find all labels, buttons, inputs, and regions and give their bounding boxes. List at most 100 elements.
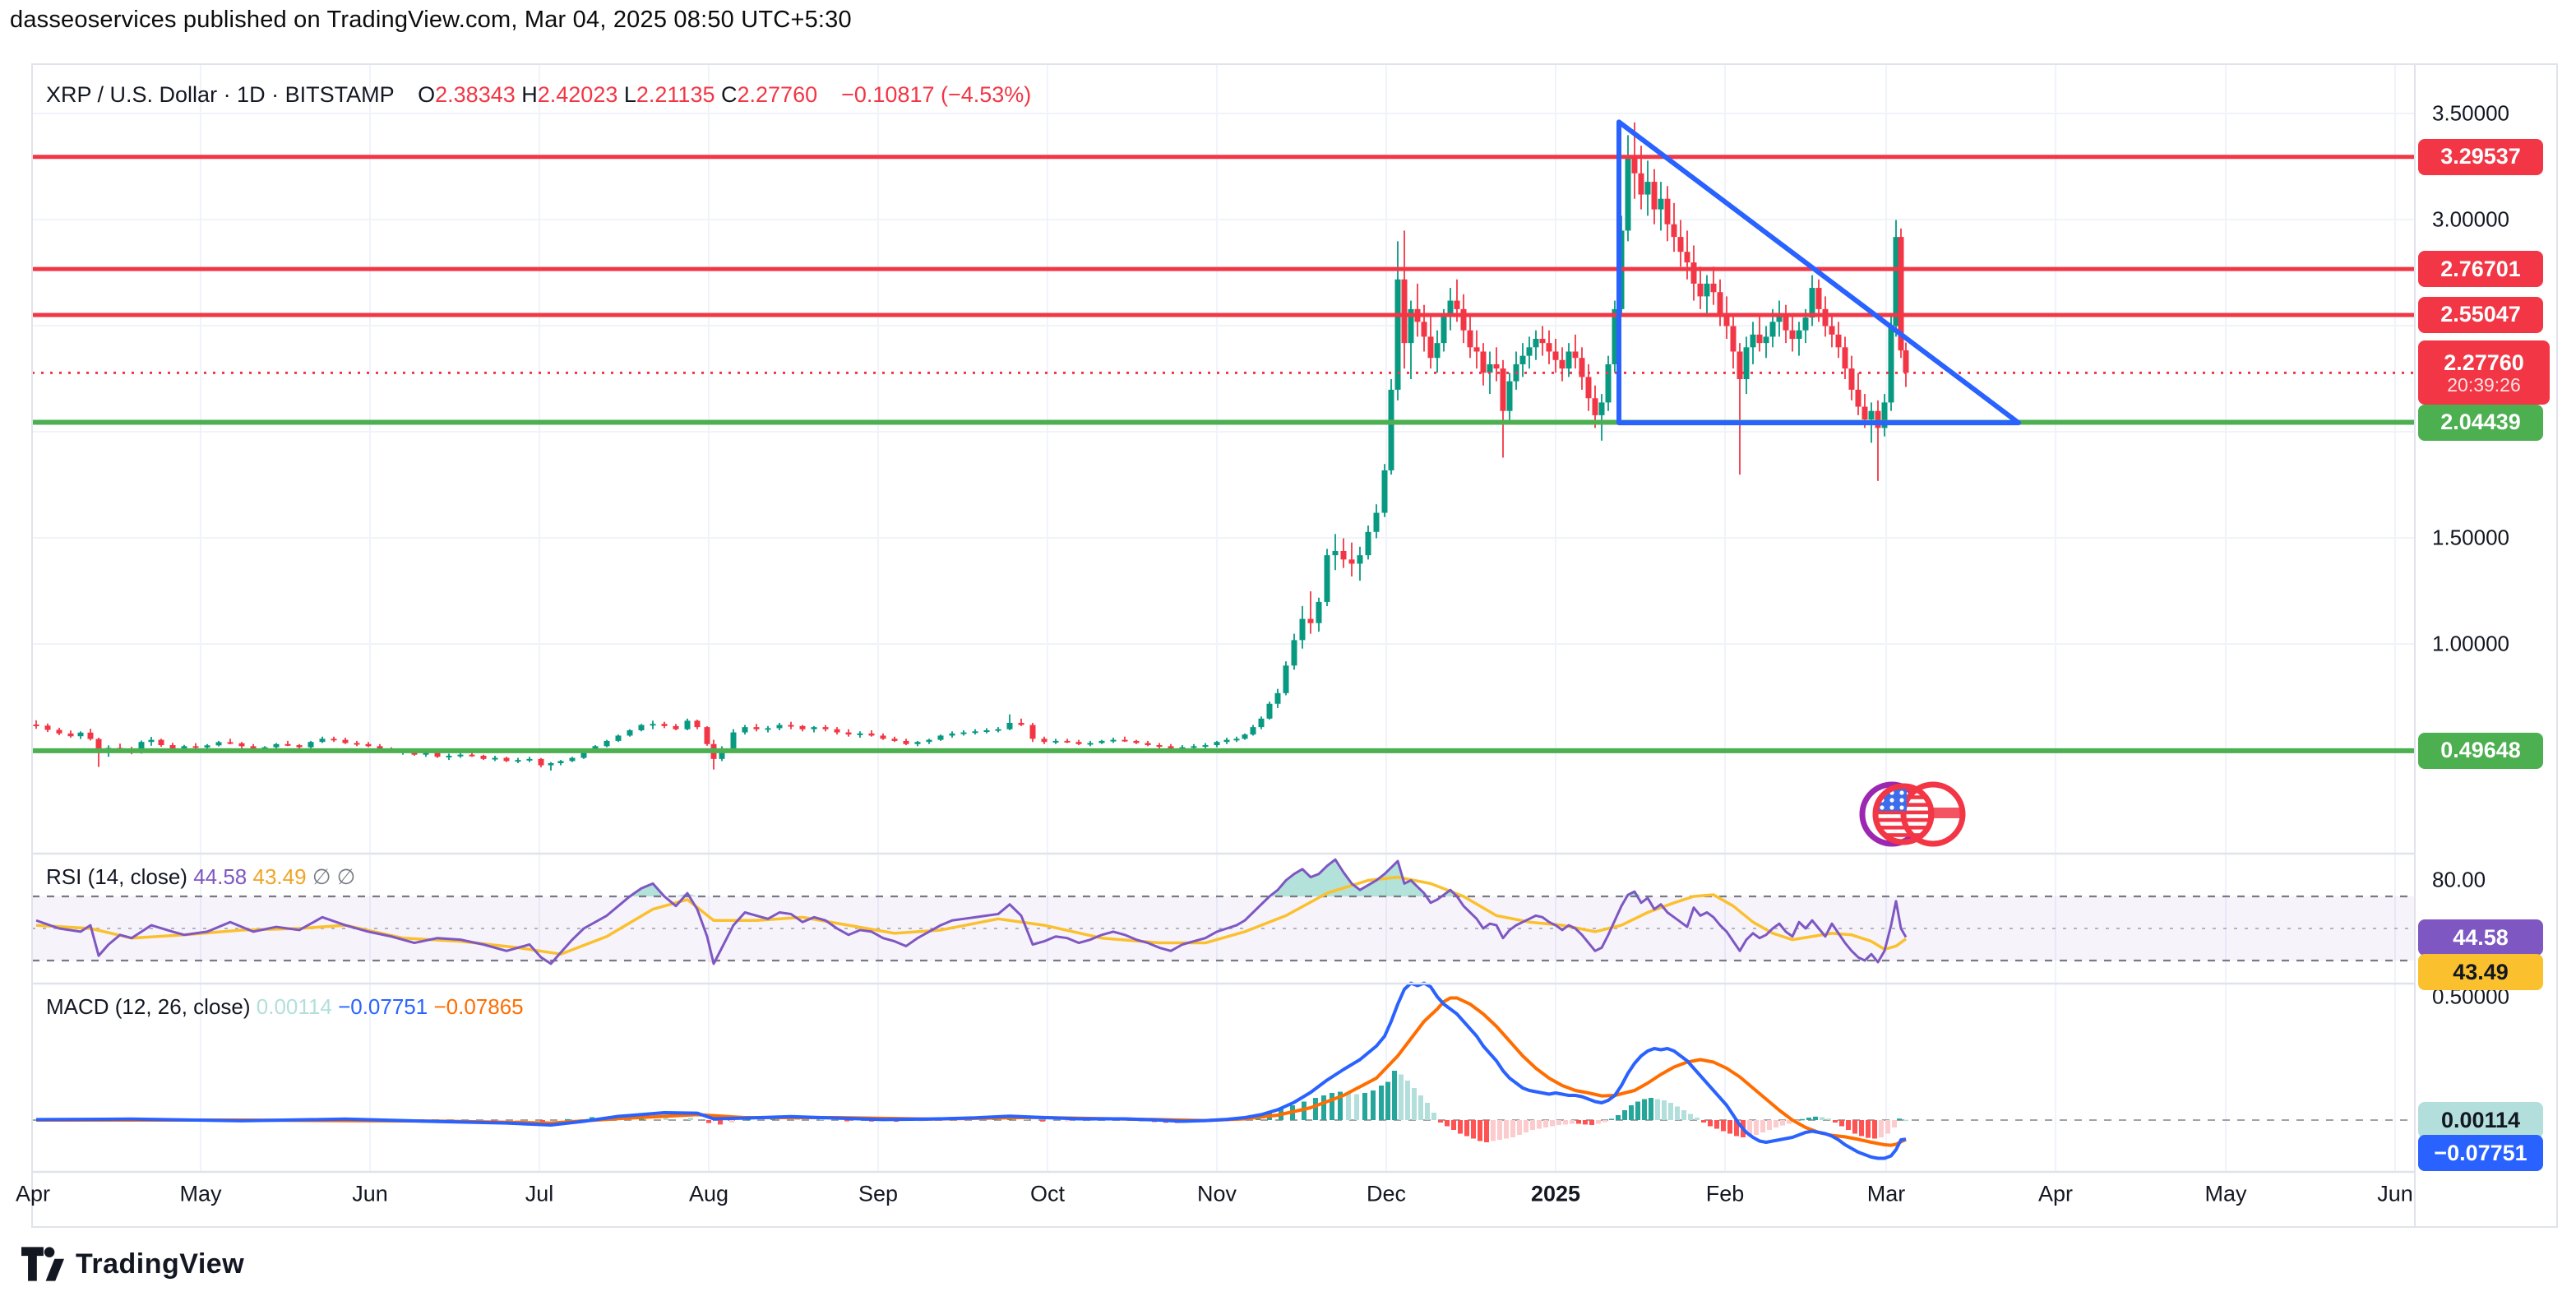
- candle-body: [1572, 351, 1579, 359]
- macd-histogram-bar: [1872, 1120, 1877, 1139]
- candle-body: [1242, 734, 1248, 739]
- candle-body: [250, 746, 257, 748]
- candle-body: [1769, 322, 1776, 337]
- candle-body: [33, 725, 39, 727]
- macd-histogram-bar: [1313, 1098, 1318, 1120]
- candle-body: [891, 738, 898, 741]
- candle-body: [1684, 252, 1690, 263]
- candle-body: [960, 732, 967, 734]
- macd-histogram-bar: [1714, 1120, 1719, 1129]
- macd-histogram-bar: [1885, 1120, 1890, 1134]
- candle-body: [181, 746, 187, 748]
- candle-body: [261, 747, 268, 749]
- macd-histogram-bar: [1774, 1120, 1778, 1127]
- macd-histogram-bar: [1859, 1120, 1864, 1137]
- macd-histogram-bar: [1629, 1105, 1634, 1120]
- us-flag-badge-icon: [1859, 781, 1966, 847]
- candle-body: [1704, 283, 1710, 297]
- candle-body: [1756, 334, 1763, 344]
- candle-body: [1506, 381, 1513, 411]
- macd-histogram-bar: [1431, 1113, 1436, 1120]
- candle-body: [557, 761, 564, 763]
- macd-histogram-bar: [1354, 1094, 1359, 1120]
- macd-histogram-bar: [1412, 1088, 1417, 1120]
- candle-body: [377, 746, 383, 750]
- macd-histogram: [47, 1071, 1908, 1142]
- candle-body: [1855, 389, 1861, 407]
- candle-body: [77, 732, 84, 737]
- macd-histogram-bar: [1760, 1120, 1765, 1132]
- candle-body: [1763, 336, 1769, 344]
- candle-body: [857, 733, 863, 735]
- candle-body: [1052, 740, 1059, 743]
- chart-frame: [31, 63, 2558, 1228]
- candle-body: [515, 760, 521, 762]
- candle-body: [627, 730, 633, 736]
- macd-histogram-bar: [1879, 1120, 1884, 1137]
- macd-histogram-bar: [820, 1118, 825, 1121]
- candle-body: [215, 742, 222, 746]
- candle-body: [776, 725, 783, 729]
- candle-body: [1408, 308, 1414, 344]
- macd-histogram-bar: [1813, 1116, 1818, 1120]
- candle-body: [227, 742, 234, 744]
- candle-body: [1539, 338, 1546, 344]
- candle-body: [1388, 389, 1394, 470]
- candle-body: [1168, 746, 1174, 748]
- macd-histogram-bar: [844, 1120, 849, 1122]
- candle-body: [1789, 330, 1796, 339]
- candle-body: [1861, 406, 1868, 420]
- macd-histogram-bar: [1622, 1110, 1627, 1120]
- macd-histogram-bar: [1543, 1120, 1548, 1127]
- macd-histogram-bar: [706, 1120, 711, 1123]
- rsi-line: [35, 858, 1908, 965]
- macd-histogram-bar: [1537, 1120, 1542, 1129]
- candle-body: [1214, 742, 1220, 746]
- macd-histogram-bar: [1405, 1081, 1410, 1120]
- candle-body: [1075, 742, 1082, 744]
- candle-body: [972, 731, 978, 734]
- candle-body: [1250, 727, 1256, 735]
- candle-body: [995, 729, 1001, 731]
- candle-body: [1087, 743, 1094, 745]
- candle-body: [1881, 402, 1888, 428]
- macd-histogram-bar: [688, 1118, 693, 1120]
- macd-histogram-bar: [1570, 1120, 1575, 1124]
- candle-body: [1552, 351, 1559, 360]
- candle-body: [1283, 665, 1289, 693]
- macd-histogram-bar: [1556, 1120, 1561, 1125]
- candle-body: [983, 730, 990, 733]
- candle-body: [1519, 355, 1526, 364]
- candle-body: [1898, 237, 1904, 351]
- candle-body: [1006, 722, 1013, 729]
- candle-body: [526, 758, 533, 761]
- candle-body: [1750, 334, 1756, 348]
- macd-histogram-bar: [1846, 1120, 1851, 1130]
- candle-body: [834, 729, 840, 733]
- macd-histogram-bar: [1583, 1120, 1588, 1125]
- macd-histogram-bar: [1330, 1093, 1334, 1120]
- candle-body: [1202, 745, 1209, 748]
- candle-body: [1737, 351, 1743, 380]
- gridlines: [32, 64, 2415, 1172]
- candle-body: [1493, 363, 1500, 369]
- candle-body: [1434, 343, 1441, 359]
- candle-body: [1467, 330, 1473, 348]
- candle-body: [67, 733, 74, 737]
- candle-body: [446, 755, 452, 757]
- candle-body: [1893, 237, 1899, 326]
- candle-body: [1191, 746, 1197, 748]
- macd-histogram-bar: [565, 1118, 570, 1121]
- candle-body: [1145, 743, 1151, 746]
- rsi-ma-line: [35, 875, 1908, 956]
- macd-histogram-bar: [1852, 1120, 1857, 1134]
- candle-body: [148, 739, 155, 743]
- candle-body: [1651, 182, 1658, 210]
- macd-histogram-bar: [1721, 1120, 1726, 1132]
- candle-body: [1776, 315, 1783, 322]
- candle-body: [1723, 313, 1730, 326]
- candle-body: [1605, 363, 1612, 403]
- candle-body: [1533, 338, 1539, 348]
